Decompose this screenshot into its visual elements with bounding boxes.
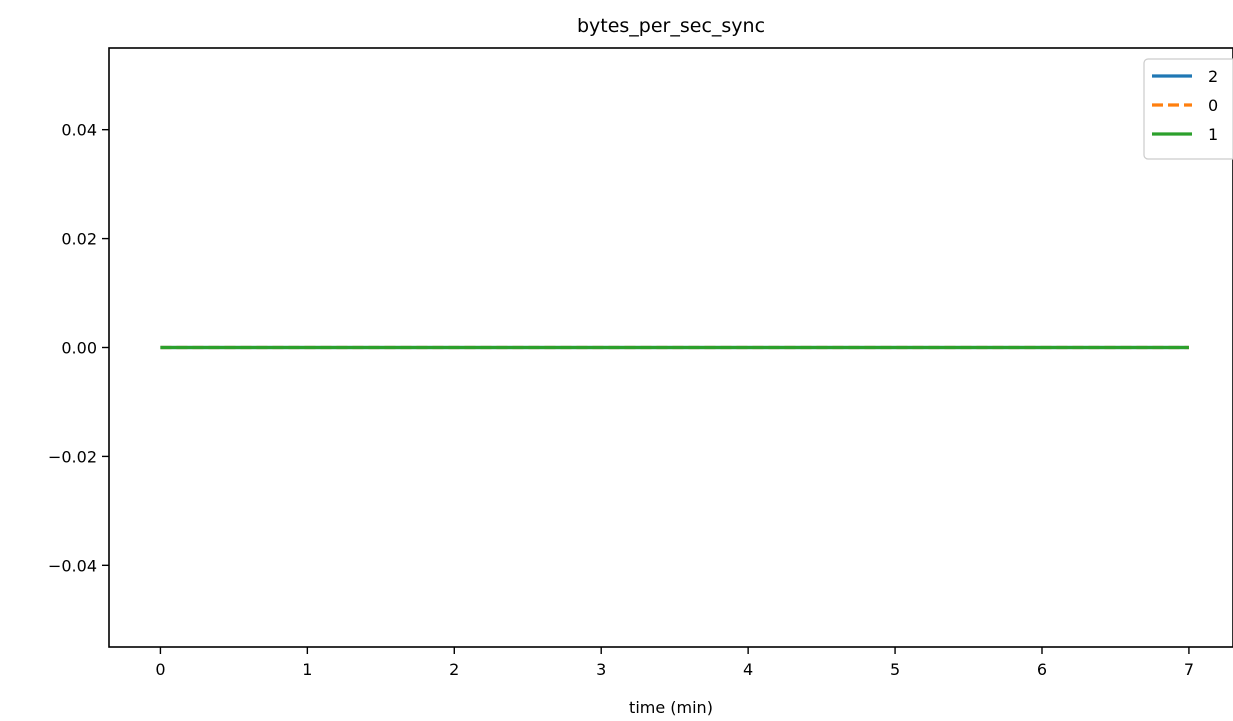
x-tick-label: 2	[449, 660, 459, 679]
y-tick-label: 0.00	[61, 339, 97, 358]
x-tick-label: 7	[1184, 660, 1194, 679]
x-tick-label: 0	[155, 660, 165, 679]
y-tick-label: 0.04	[61, 121, 97, 140]
x-axis: 0 1 2 3 4 5 6 7	[155, 647, 1194, 679]
x-tick-label: 1	[302, 660, 312, 679]
chart-title: bytes_per_sec_sync	[577, 15, 765, 37]
legend-label-0: 0	[1208, 96, 1218, 115]
legend-box	[1143, 58, 1233, 160]
y-tick-label: −0.02	[48, 447, 97, 466]
x-axis-label: time (min)	[629, 698, 713, 717]
legend-label-2: 2	[1208, 67, 1218, 86]
y-axis: 0.04 0.02 0.00 −0.02 −0.04	[48, 121, 109, 575]
y-tick-label: 0.02	[61, 230, 97, 249]
x-tick-label: 6	[1037, 660, 1047, 679]
x-tick-label: 3	[596, 660, 606, 679]
legend-label-1: 1	[1208, 125, 1218, 144]
x-tick-label: 5	[890, 660, 900, 679]
y-tick-label: −0.04	[48, 556, 97, 575]
x-tick-label: 4	[743, 660, 753, 679]
legend: 2 0 1	[1143, 58, 1233, 160]
